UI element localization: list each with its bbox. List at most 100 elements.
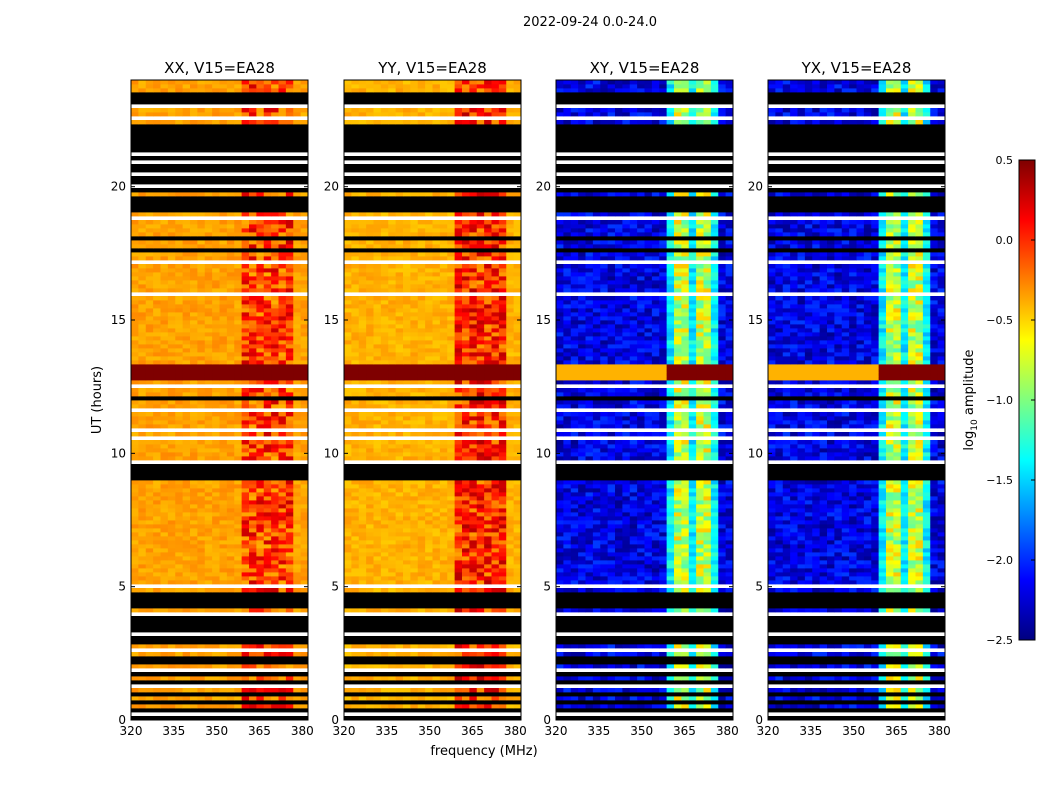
heatmap-cell <box>293 540 302 545</box>
heatmap-cell <box>182 344 191 349</box>
heatmap-cell <box>395 328 404 333</box>
heatmap-cell <box>491 264 500 269</box>
heatmap-cell <box>462 276 470 281</box>
heatmap-cell <box>395 324 404 329</box>
heatmap-cell <box>498 452 507 457</box>
heatmap-cell <box>256 324 265 329</box>
heatmap-cell <box>182 120 191 125</box>
heatmap-cell <box>395 492 404 497</box>
heatmap-cell <box>491 580 500 585</box>
heatmap-cell <box>285 528 294 533</box>
y-tick-label: 20 <box>324 180 339 194</box>
heatmap-cell <box>219 388 228 393</box>
heatmap-cell <box>344 192 352 197</box>
heatmap-cell <box>491 368 500 373</box>
heatmap-cell <box>476 480 485 485</box>
heatmap-cell <box>410 392 419 397</box>
heatmap-cell <box>145 240 154 245</box>
heatmap-cell <box>417 560 426 565</box>
heatmap-cell <box>175 524 184 529</box>
heatmap-cell <box>380 608 389 613</box>
heatmap-cell <box>506 588 515 593</box>
heatmap-cell <box>212 536 220 541</box>
heatmap-cell <box>271 448 279 453</box>
heatmap-cell <box>167 372 176 377</box>
heatmap-cell <box>425 344 433 349</box>
heatmap-cell <box>506 240 515 245</box>
heatmap-cell <box>138 484 147 489</box>
heatmap-cell <box>425 512 433 517</box>
heatmap-cell <box>300 352 309 357</box>
heatmap-cell <box>293 564 302 569</box>
heatmap-cell <box>175 580 184 585</box>
heatmap-cell <box>432 376 441 381</box>
heatmap-cell <box>249 644 257 649</box>
heatmap-cell <box>138 540 147 545</box>
heatmap-cell <box>403 308 411 313</box>
heatmap-cell <box>513 272 522 277</box>
heatmap-cell <box>145 572 154 577</box>
heatmap-cell <box>358 704 367 709</box>
heatmap-cell <box>234 380 243 385</box>
heatmap-cell <box>278 360 287 365</box>
heatmap-cell <box>410 548 419 553</box>
heatmap-cell <box>167 296 176 301</box>
heatmap-cell <box>380 512 389 517</box>
heatmap-cell <box>175 284 184 289</box>
heatmap-cell <box>344 512 352 517</box>
heatmap-cell <box>351 520 360 525</box>
heatmap-cell <box>454 644 463 649</box>
heatmap-cell <box>344 296 352 301</box>
heatmap-cell <box>484 500 492 505</box>
heatmap-cell <box>462 312 470 317</box>
heatmap-cell <box>167 224 176 229</box>
heatmap-cell <box>425 432 433 437</box>
heatmap-cell <box>373 540 382 545</box>
heatmap-cell <box>212 192 220 197</box>
heatmap-cell <box>681 576 690 581</box>
heatmap-cell <box>556 580 564 585</box>
heatmap-cell <box>167 568 176 573</box>
heatmap-cell <box>513 560 522 565</box>
heatmap-cell <box>666 664 675 669</box>
heatmap-cell <box>622 688 631 693</box>
heatmap-cell <box>300 376 309 381</box>
heatmap-cell <box>226 452 235 457</box>
heatmap-cell <box>344 272 352 277</box>
heatmap-cell <box>454 576 463 581</box>
heatmap-cell <box>513 372 522 377</box>
heatmap-cell <box>160 588 169 593</box>
heatmap-cell <box>293 356 302 361</box>
heatmap-cell <box>167 220 176 225</box>
heatmap-cell <box>182 488 191 493</box>
heatmap-cell <box>513 300 522 305</box>
heatmap-cell <box>263 360 272 365</box>
heatmap-cell <box>366 404 374 409</box>
heatmap-cell <box>167 560 176 565</box>
flagged-row <box>344 592 521 597</box>
heatmap-cell <box>725 572 734 577</box>
heatmap-cell <box>278 220 287 225</box>
heatmap-cell <box>358 192 367 197</box>
heatmap-cell <box>681 676 690 681</box>
heatmap-cell <box>410 296 419 301</box>
heatmap-cell <box>278 320 287 325</box>
heatmap-cell <box>506 84 515 89</box>
heatmap-cell <box>688 688 697 693</box>
heatmap-cell <box>197 112 206 117</box>
heatmap-cell <box>278 544 287 549</box>
heatmap-cell <box>300 88 309 93</box>
heatmap-cell <box>182 652 191 657</box>
heatmap-cell <box>153 272 161 277</box>
heatmap-cell <box>234 284 243 289</box>
heatmap-cell <box>366 332 374 337</box>
heatmap-cell <box>131 240 139 245</box>
heatmap-cell <box>637 664 645 669</box>
heatmap-cell <box>432 500 441 505</box>
heatmap-cell <box>145 652 154 657</box>
heatmap-cell <box>175 392 184 397</box>
heatmap-cell <box>300 284 309 289</box>
heatmap-cell <box>696 704 704 709</box>
heatmap-cell <box>513 264 522 269</box>
